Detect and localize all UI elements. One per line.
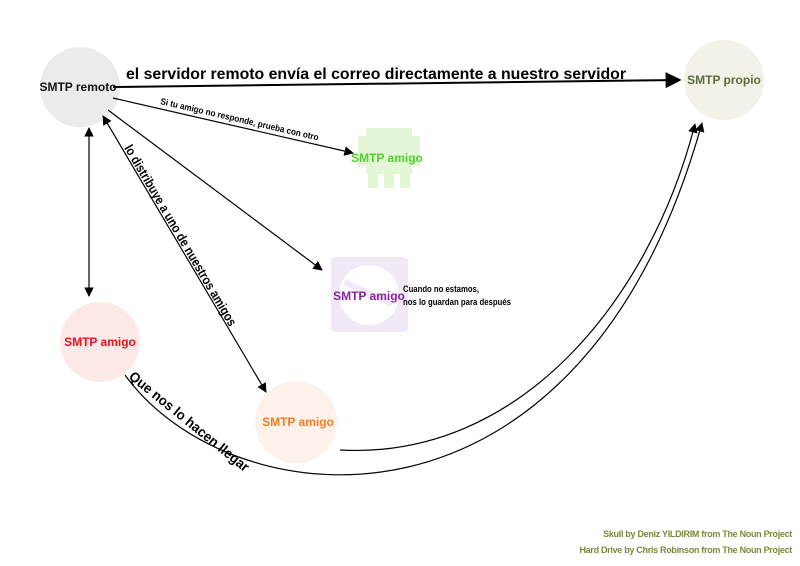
edge-deliver-label: Que nos lo hacen llegar xyxy=(126,368,253,475)
friend-red-label: SMTP amigo xyxy=(64,335,136,349)
edge-direct-label: el servidor remoto envía el correo direc… xyxy=(126,66,626,83)
edge-red-to-own xyxy=(124,122,705,476)
skull-credit: Skull by Deniz YILDIRIM from The Noun Pr… xyxy=(603,529,792,539)
friend-skull-label: SMTP amigo xyxy=(351,151,423,165)
note-line-1: Cuando no estamos, xyxy=(403,284,479,294)
own-server-node xyxy=(684,40,764,120)
friend-drive-label: SMTP amigo xyxy=(333,289,405,303)
own-server-label: SMTP propio xyxy=(687,73,761,87)
drive-credit: Hard Drive by Chris Robinson from The No… xyxy=(579,545,792,555)
hard-drive-icon xyxy=(331,257,408,332)
edge-distribute xyxy=(102,115,267,393)
edge-fallback xyxy=(112,97,354,156)
icon-credits: Skull by Deniz YILDIRIM from The Noun Pr… xyxy=(579,526,792,558)
edge-distribute-label: lo distribuye a uno de nuestros amigos xyxy=(121,142,239,329)
edge-fallback-label: Si tu amigo no responde, prueba con otro xyxy=(160,96,321,142)
edge-orange-to-own xyxy=(339,123,698,451)
remote-server-node xyxy=(40,47,120,127)
friend-orange-label: SMTP amigo xyxy=(262,415,334,429)
remote-server-label: SMTP remoto xyxy=(39,80,116,94)
skull-icon xyxy=(358,128,420,188)
friend-orange-node xyxy=(255,381,337,463)
edge-direct xyxy=(112,72,682,89)
note-line-2: nos lo guardan para después xyxy=(403,297,511,307)
